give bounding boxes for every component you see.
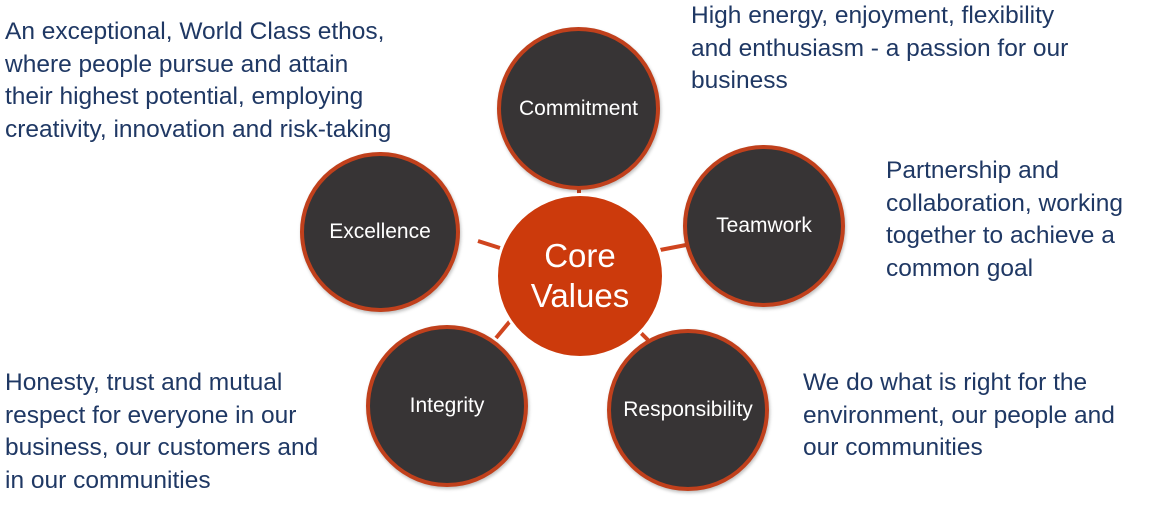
connector-excellence (477, 239, 501, 250)
value-label-commitment: Commitment (518, 96, 639, 120)
connector-integrity (494, 318, 513, 340)
value-label-excellence: Excellence (329, 220, 431, 243)
value-label-responsibility: Responsibility (623, 398, 753, 421)
value-label-teamwork: Teamwork (716, 214, 812, 237)
value-node-teamwork: Teamwork (683, 145, 845, 307)
value-node-commitment: Commitment (497, 27, 660, 190)
center-label: Core Values (530, 237, 630, 314)
connector-teamwork (659, 243, 687, 252)
description-excellence: An exceptional, World Class ethos, where… (5, 18, 392, 143)
description-commitment: High energy, enjoyment, flexibility and … (691, 2, 1069, 94)
value-node-excellence: Excellence (300, 152, 460, 312)
description-integrity: Honesty, trust and mutual respect for ev… (5, 369, 319, 494)
core-values-center: Core Values (495, 193, 665, 359)
description-teamwork: Partnership and collaboration, working t… (886, 157, 1123, 282)
value-node-responsibility: Responsibility (607, 329, 769, 491)
description-responsibility: We do what is right for the environment,… (803, 369, 1115, 461)
value-node-integrity: Integrity (366, 325, 528, 487)
value-label-integrity: Integrity (409, 394, 485, 417)
